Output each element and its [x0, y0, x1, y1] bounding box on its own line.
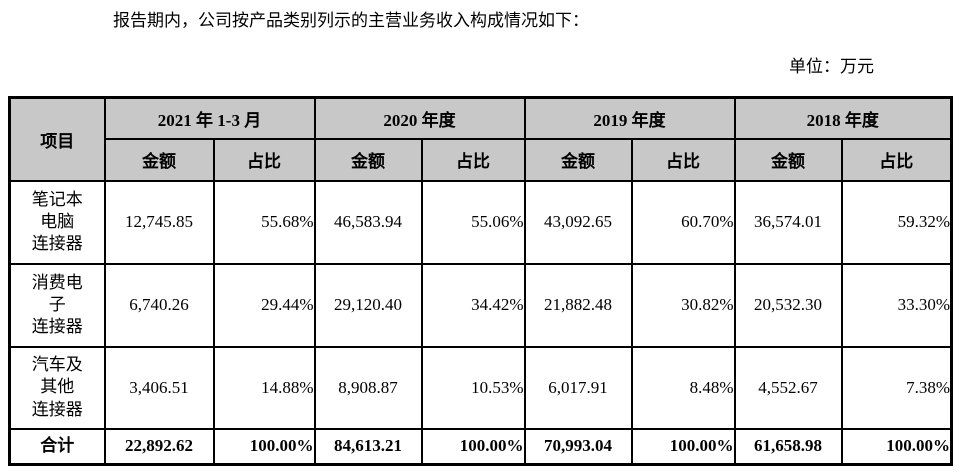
- amount-header: 金额: [523, 137, 633, 182]
- product-name-cell: 汽车及 其他 连接器: [8, 345, 106, 430]
- table-row: 笔记本 电脑 连接器 12,745.85 55.68% 46,583.94 55…: [8, 179, 953, 265]
- total-amount-cell: 70,993.04: [523, 427, 633, 466]
- amount-cell: 43,092.65: [523, 179, 633, 265]
- amount-cell: 3,406.51: [103, 345, 215, 430]
- total-ratio-cell: 100.00%: [212, 427, 316, 466]
- ratio-header: 占比: [840, 137, 953, 182]
- amount-cell: 6,740.26: [103, 262, 215, 348]
- ratio-cell: 34.42%: [420, 262, 526, 348]
- amount-cell: 36,574.01: [733, 179, 843, 265]
- year-col-header-2018: 2018 年度: [733, 96, 953, 140]
- amount-cell: 4,552.67: [733, 345, 843, 430]
- total-amount-cell: 22,892.62: [103, 427, 215, 466]
- ratio-header: 占比: [420, 137, 526, 182]
- total-ratio-cell: 100.00%: [840, 427, 953, 466]
- amount-header: 金额: [733, 137, 843, 182]
- unit-label: 单位：万元: [789, 57, 874, 76]
- ratio-cell: 10.53%: [420, 345, 526, 430]
- total-ratio-cell: 100.00%: [420, 427, 526, 466]
- total-ratio-cell: 100.00%: [630, 427, 736, 466]
- ratio-cell: 59.32%: [840, 179, 953, 265]
- total-amount-cell: 84,613.21: [313, 427, 423, 466]
- ratio-cell: 33.30%: [840, 262, 953, 348]
- ratio-cell: 14.88%: [212, 345, 316, 430]
- ratio-cell: 8.48%: [630, 345, 736, 430]
- year-col-header-2021: 2021 年 1-3 月: [103, 96, 316, 140]
- ratio-cell: 55.68%: [212, 179, 316, 265]
- amount-cell: 29,120.40: [313, 262, 423, 348]
- amount-cell: 8,908.87: [313, 345, 423, 430]
- col-item-header: 项目: [8, 96, 106, 182]
- table-row: 消费电 子 连接器 6,740.26 29.44% 29,120.40 34.4…: [8, 262, 953, 348]
- total-amount-cell: 61,658.98: [733, 427, 843, 466]
- ratio-cell: 29.44%: [212, 262, 316, 348]
- amount-cell: 46,583.94: [313, 179, 423, 265]
- ratio-cell: 7.38%: [840, 345, 953, 430]
- product-name-cell: 消费电 子 连接器: [8, 262, 106, 348]
- amount-cell: 20,532.30: [733, 262, 843, 348]
- ratio-header: 占比: [630, 137, 736, 182]
- product-name-cell: 笔记本 电脑 连接器: [8, 179, 106, 265]
- year-col-header-2019: 2019 年度: [523, 96, 736, 140]
- amount-header: 金额: [313, 137, 423, 182]
- total-row: 合计 22,892.62 100.00% 84,613.21 100.00% 7…: [8, 427, 953, 466]
- intro-text: 报告期内，公司按产品类别列示的主营业务收入构成情况如下：: [113, 11, 589, 30]
- amount-header: 金额: [103, 137, 215, 182]
- revenue-table: 项目 2021 年 1-3 月 2020 年度 2019 年度 2018 年度 …: [8, 96, 954, 466]
- total-label-cell: 合计: [8, 427, 106, 466]
- amount-cell: 6,017.91: [523, 345, 633, 430]
- amount-cell: 21,882.48: [523, 262, 633, 348]
- table-row: 汽车及 其他 连接器 3,406.51 14.88% 8,908.87 10.5…: [8, 345, 953, 430]
- ratio-header: 占比: [212, 137, 316, 182]
- ratio-cell: 30.82%: [630, 262, 736, 348]
- ratio-cell: 60.70%: [630, 179, 736, 265]
- ratio-cell: 55.06%: [420, 179, 526, 265]
- amount-cell: 12,745.85: [103, 179, 215, 265]
- year-col-header-2020: 2020 年度: [313, 96, 526, 140]
